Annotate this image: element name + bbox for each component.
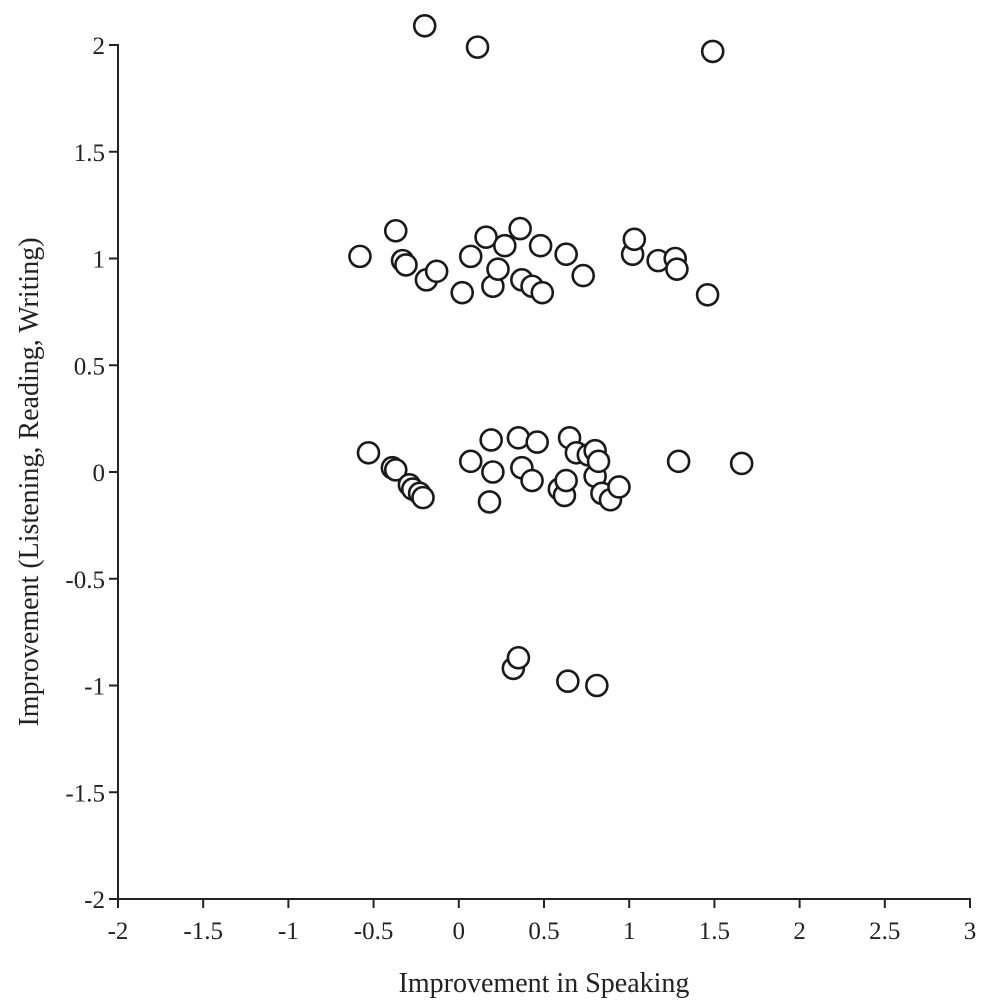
data-point — [356, 440, 381, 465]
data-point — [506, 645, 531, 670]
data-point — [450, 280, 475, 305]
data-point — [520, 468, 544, 493]
data-point — [525, 430, 549, 454]
data-point — [458, 244, 483, 269]
data-point — [556, 669, 580, 694]
x-tick-label: -1.5 — [183, 918, 223, 945]
x-tick-label: 0.5 — [528, 918, 559, 945]
data-point — [607, 475, 631, 499]
y-tick-label: -1.5 — [65, 780, 105, 807]
data-point — [474, 225, 498, 249]
y-tick-label: 2 — [93, 33, 106, 60]
data-point — [479, 428, 503, 452]
data-point — [477, 490, 502, 514]
data-point — [666, 449, 691, 474]
x-tick-label: 3 — [964, 918, 977, 945]
data-point — [622, 227, 647, 252]
y-axis-title: Improvement (Listening, Reading, Writing… — [14, 237, 45, 726]
data-point — [465, 35, 490, 59]
y-tick-label: 1 — [93, 247, 106, 274]
x-axis-title: Improvement in Speaking — [399, 968, 690, 999]
data-point — [586, 449, 611, 474]
data-point — [486, 257, 510, 281]
data-point — [348, 244, 372, 269]
y-tick-label: -0.5 — [65, 567, 105, 594]
data-point — [424, 259, 449, 284]
x-tick-label: 2.5 — [869, 918, 900, 945]
y-tick-label: -1 — [84, 674, 105, 701]
data-point — [571, 263, 595, 288]
axes — [117, 44, 971, 900]
x-tick-label: 1.5 — [699, 918, 730, 945]
data-point — [695, 282, 720, 307]
y-tick-label: -2 — [84, 887, 105, 914]
data-point — [585, 673, 609, 698]
data-point — [530, 280, 555, 305]
x-tick-label: 1 — [623, 918, 636, 945]
data-point — [729, 451, 754, 476]
x-tick-label: 2 — [793, 918, 806, 945]
x-tick-label: -1 — [278, 918, 299, 945]
data-point — [665, 257, 689, 281]
y-axis-ticks: -2 -1.5 -1 -0.5 0 0.5 1 1.5 2 — [65, 33, 118, 914]
data-point — [383, 218, 408, 243]
x-axis-ticks: -2 -1.5 -1 -0.5 0 0.5 1 1.5 2 2.5 3 — [108, 899, 977, 945]
y-tick-label: 1.5 — [74, 140, 105, 167]
data-point — [554, 468, 578, 493]
data-point — [458, 449, 483, 474]
data-point — [493, 233, 517, 258]
data-point — [528, 233, 553, 258]
x-tick-label: -2 — [108, 918, 129, 945]
data-point — [411, 485, 435, 510]
x-tick-label: -0.5 — [354, 918, 394, 945]
x-tick-label: 0 — [453, 918, 466, 945]
y-tick-label: 0 — [93, 460, 106, 487]
data-points — [348, 13, 754, 698]
data-point — [481, 460, 505, 484]
data-point — [506, 426, 531, 450]
data-point — [412, 13, 437, 38]
data-point — [394, 253, 418, 277]
y-tick-label: 0.5 — [74, 353, 105, 380]
data-point — [700, 39, 725, 64]
data-point — [508, 216, 532, 241]
data-point — [554, 242, 578, 267]
data-point — [383, 458, 408, 482]
